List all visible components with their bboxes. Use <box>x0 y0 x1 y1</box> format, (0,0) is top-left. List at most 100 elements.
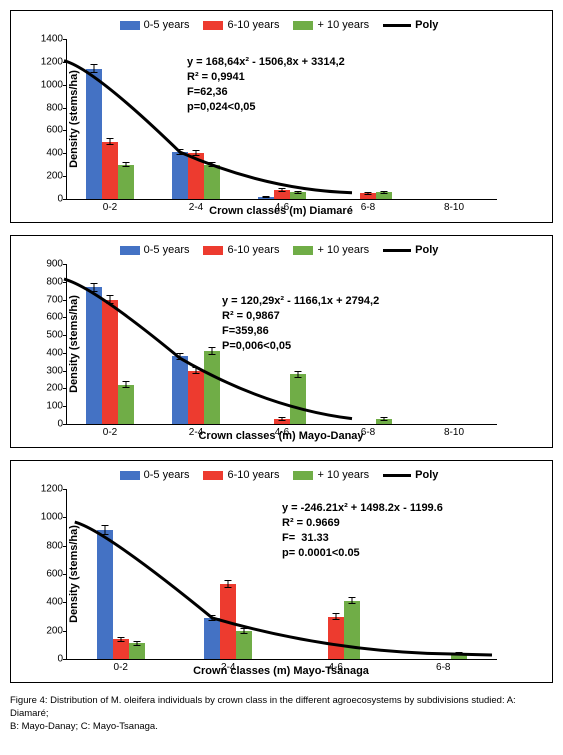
legend-item: 6-10 years <box>203 244 279 256</box>
y-tick-mark <box>63 39 67 40</box>
legend-item-poly: Poly <box>383 19 438 31</box>
legend-label: 6-10 years <box>227 244 279 256</box>
legend-line <box>383 249 411 252</box>
x-tick: 2-4 <box>221 659 235 673</box>
caption-line1: Figure 4: Distribution of M. oleifera in… <box>10 695 516 719</box>
error-bar <box>335 613 336 619</box>
legend-item: 6-10 years <box>203 469 279 481</box>
legend-label: + 10 years <box>317 469 369 481</box>
error-bar <box>282 188 283 191</box>
x-tick: 4-6 <box>329 659 343 673</box>
bar-s2 <box>113 639 129 659</box>
x-tick: 2-4 <box>189 424 203 438</box>
legend-label: + 10 years <box>317 244 369 256</box>
bar-s3 <box>290 374 306 424</box>
legend-swatch <box>120 21 140 30</box>
legend-swatch <box>120 471 140 480</box>
y-tick-mark <box>63 517 67 518</box>
y-axis-label: Density (stems/ha) <box>68 70 80 168</box>
legend-swatch <box>293 246 313 255</box>
regression-annotation: y = 168,64x² - 1506,8x + 3314,2 R² = 0,9… <box>187 55 345 114</box>
error-bar <box>282 417 283 421</box>
bar-s3 <box>204 165 220 199</box>
y-tick-mark <box>63 317 67 318</box>
x-tick: 2-4 <box>189 199 203 213</box>
error-bar <box>196 150 197 156</box>
legend-item: 0-5 years <box>120 469 190 481</box>
legend-swatch <box>120 246 140 255</box>
legend-line <box>383 24 411 27</box>
bar-s3 <box>451 653 467 659</box>
error-bar <box>212 162 213 167</box>
x-tick: 4-6 <box>275 424 289 438</box>
bar-s3 <box>344 601 360 659</box>
x-tick: 8-10 <box>444 424 464 438</box>
error-bar <box>126 381 127 388</box>
error-bar <box>94 64 95 73</box>
y-tick-mark <box>63 489 67 490</box>
bar-s1 <box>258 197 274 199</box>
bar-s3 <box>376 419 392 424</box>
legend-label: 6-10 years <box>227 469 279 481</box>
bar-s1 <box>86 287 102 424</box>
x-tick: 0-2 <box>103 424 117 438</box>
y-tick-mark <box>63 130 67 131</box>
y-tick-mark <box>63 264 67 265</box>
y-tick-mark <box>63 108 67 109</box>
bar-s2 <box>274 190 290 199</box>
y-tick-mark <box>63 62 67 63</box>
plot-area: Density (stems/ha)0200400600800100012001… <box>66 39 497 200</box>
bar-s3 <box>376 192 392 199</box>
legend-label: Poly <box>415 469 438 481</box>
figure-caption: Figure 4: Distribution of M. oleifera in… <box>10 695 553 733</box>
x-tick: 0-2 <box>114 659 128 673</box>
legend: 0-5 years6-10 years+ 10 yearsPoly <box>16 244 542 256</box>
chart-panel-mayo-tsanaga: 0-5 years 6-10 years + 10 years Poly Density… <box>10 460 553 683</box>
error-bar <box>228 580 229 588</box>
legend-item: + 10 years <box>293 244 369 256</box>
x-tick: 8-10 <box>444 199 464 213</box>
error-bar <box>298 191 299 194</box>
legend-item: 0-5 years <box>120 244 190 256</box>
plot-area: Density (stems/ha)0100200300400500600700… <box>66 264 497 425</box>
bar-s2 <box>102 142 118 199</box>
y-tick-mark <box>63 282 67 283</box>
y-axis-label: Density (stems/ha) <box>68 525 80 623</box>
error-bar <box>298 371 299 378</box>
legend-item: 6-10 years <box>203 19 279 31</box>
legend-swatch <box>203 471 223 480</box>
error-bar <box>120 637 121 642</box>
chart-panel-mayo-danay: 0-5 years6-10 years+ 10 yearsPolyDensity… <box>10 235 553 448</box>
legend: 0-5 years 6-10 years + 10 years Poly <box>16 469 542 481</box>
chart-panel-diamare: 0-5 years6-10 years+ 10 yearsPolyDensity… <box>10 10 553 223</box>
bar-s2 <box>220 584 236 659</box>
y-tick-mark <box>63 406 67 407</box>
bar-s2 <box>188 371 204 424</box>
legend-item: 0-5 years <box>120 19 190 31</box>
legend-swatch <box>293 471 313 480</box>
error-bar <box>94 283 95 292</box>
bar-s3 <box>118 385 134 424</box>
x-axis-label: Crown classes (m) Mayo-Tsanaga <box>66 665 496 677</box>
error-bar <box>110 138 111 145</box>
bar-s1 <box>97 530 113 659</box>
y-tick-mark <box>63 631 67 632</box>
legend-label: 0-5 years <box>144 469 190 481</box>
bar-s3 <box>290 192 306 199</box>
legend-item-poly: Poly <box>383 469 438 481</box>
bar-s1 <box>172 356 188 424</box>
x-tick: 6-8 <box>436 659 450 673</box>
error-bar <box>459 652 460 655</box>
legend-label: Poly <box>415 19 438 31</box>
y-tick-mark <box>63 424 67 425</box>
y-tick-mark <box>63 199 67 200</box>
y-tick-mark <box>63 153 67 154</box>
y-tick-mark <box>63 659 67 660</box>
error-bar <box>244 628 245 634</box>
legend-swatch <box>293 21 313 30</box>
plot-area: Density (stems/ha)0200400600800100012000… <box>66 489 497 660</box>
y-tick-mark <box>63 176 67 177</box>
bar-s2 <box>274 419 290 424</box>
bar-s2 <box>102 300 118 424</box>
x-tick: 6-8 <box>361 424 375 438</box>
